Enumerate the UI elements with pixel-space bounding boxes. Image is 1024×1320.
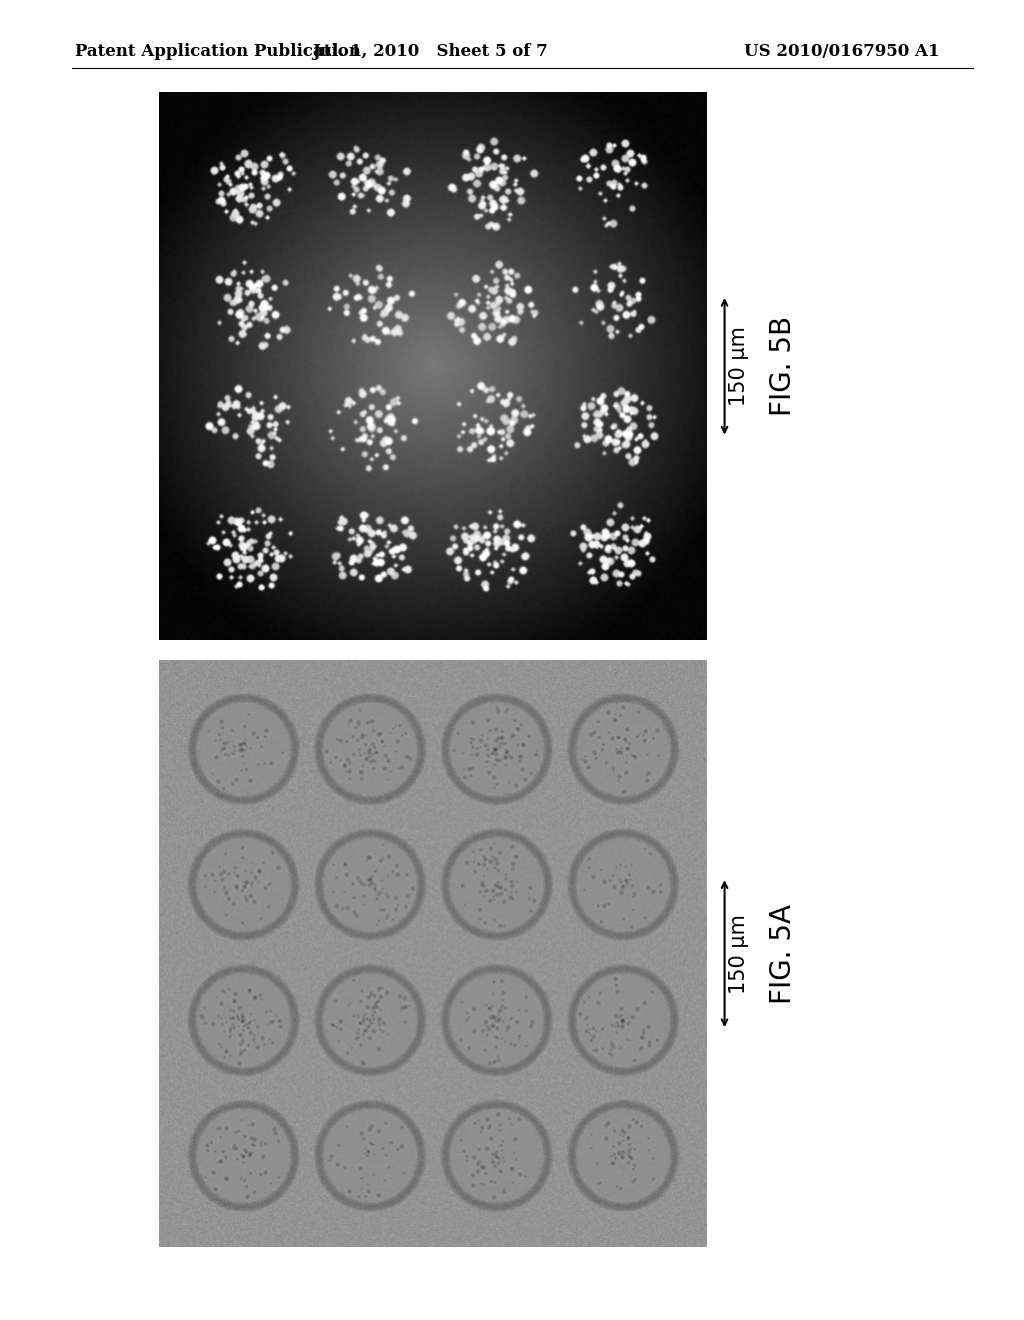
Text: Patent Application Publication: Patent Application Publication [75,44,360,61]
Text: US 2010/0167950 A1: US 2010/0167950 A1 [744,44,940,61]
Text: FIG. 5B: FIG. 5B [769,317,797,416]
Text: Jul. 1, 2010   Sheet 5 of 7: Jul. 1, 2010 Sheet 5 of 7 [312,44,548,61]
Text: FIG. 5A: FIG. 5A [769,904,797,1003]
Text: 150 μm: 150 μm [728,913,749,994]
Text: 150 μm: 150 μm [728,326,749,407]
